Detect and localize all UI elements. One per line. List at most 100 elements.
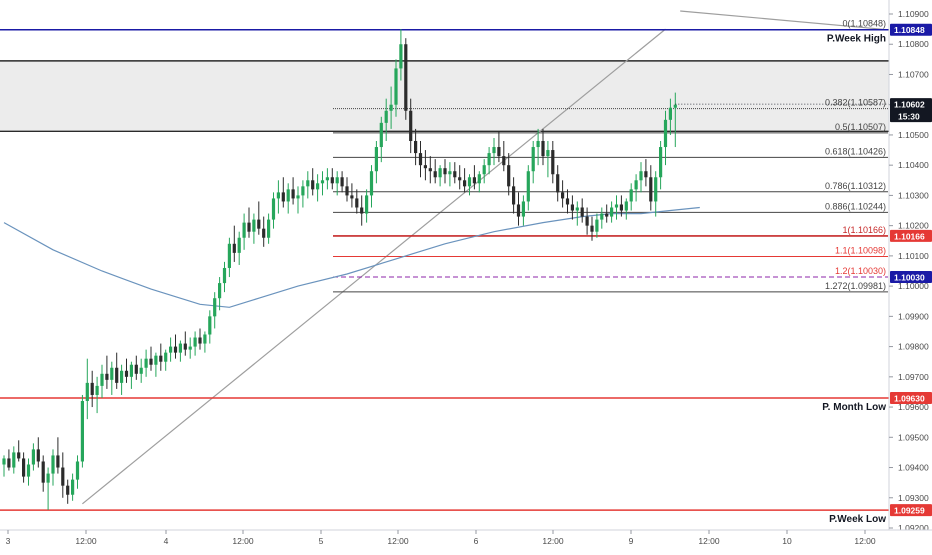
candle[interactable] (644, 159, 648, 187)
candle[interactable] (507, 153, 511, 196)
candle[interactable] (404, 38, 408, 120)
candle[interactable] (654, 171, 658, 217)
candle[interactable] (262, 216, 266, 247)
candle[interactable] (232, 225, 236, 262)
trendline[interactable] (82, 28, 666, 505)
candle[interactable] (100, 364, 104, 398)
candle[interactable] (90, 370, 94, 408)
candle[interactable] (218, 277, 222, 311)
candle[interactable] (110, 361, 114, 395)
candle[interactable] (61, 452, 65, 498)
candle[interactable] (301, 180, 305, 208)
candle[interactable] (188, 337, 192, 359)
candle[interactable] (227, 237, 231, 278)
candle[interactable] (350, 183, 354, 208)
candle[interactable] (629, 183, 633, 211)
candle[interactable] (595, 213, 599, 238)
candle[interactable] (12, 446, 16, 474)
candle[interactable] (399, 29, 403, 81)
candle[interactable] (605, 204, 609, 223)
candle[interactable] (614, 195, 619, 220)
candle[interactable] (467, 174, 472, 196)
candle[interactable] (482, 159, 486, 184)
candle[interactable] (600, 207, 604, 229)
candle[interactable] (580, 198, 584, 223)
candle[interactable] (46, 467, 50, 510)
candle[interactable] (36, 437, 40, 468)
candle[interactable] (286, 183, 290, 214)
candle[interactable] (340, 171, 344, 193)
candle[interactable] (565, 189, 570, 214)
candle[interactable] (320, 171, 325, 196)
candle[interactable] (443, 159, 447, 184)
candle[interactable] (80, 394, 84, 468)
candle[interactable] (585, 207, 589, 235)
candle[interactable] (169, 337, 173, 362)
candle[interactable] (120, 364, 124, 395)
candle[interactable] (590, 216, 594, 241)
candle[interactable] (575, 201, 579, 226)
candle[interactable] (516, 192, 521, 226)
candle[interactable] (570, 195, 574, 220)
candle[interactable] (561, 180, 565, 208)
candle[interactable] (448, 162, 452, 187)
candle[interactable] (105, 355, 109, 389)
candle[interactable] (124, 358, 129, 383)
candle[interactable] (477, 171, 481, 193)
candle[interactable] (502, 140, 506, 172)
candle[interactable] (213, 292, 217, 329)
candle[interactable] (149, 346, 153, 371)
candle[interactable] (433, 159, 437, 184)
candle[interactable] (281, 177, 285, 208)
candle[interactable] (497, 131, 501, 163)
candle[interactable] (624, 198, 628, 220)
candle[interactable] (659, 140, 663, 190)
candle[interactable] (663, 110, 668, 166)
candle[interactable] (325, 168, 329, 190)
candle[interactable] (2, 455, 6, 477)
candle[interactable] (374, 140, 378, 184)
candle[interactable] (330, 168, 334, 190)
candle[interactable] (66, 479, 70, 504)
candle[interactable] (183, 331, 187, 356)
candle[interactable] (546, 140, 550, 178)
candle[interactable] (208, 310, 212, 344)
candle[interactable] (536, 128, 540, 166)
candle[interactable] (335, 171, 339, 196)
candle[interactable] (492, 137, 496, 166)
candle[interactable] (521, 195, 525, 226)
candle[interactable] (379, 116, 383, 163)
candle[interactable] (316, 174, 320, 202)
candle[interactable] (257, 201, 261, 235)
candle[interactable] (26, 458, 31, 486)
candle[interactable] (634, 174, 638, 202)
candle[interactable] (178, 340, 182, 362)
candle[interactable] (173, 334, 178, 359)
candle[interactable] (237, 231, 241, 265)
candle[interactable] (355, 189, 359, 214)
candle[interactable] (159, 343, 163, 371)
candle[interactable] (193, 331, 197, 356)
candle[interactable] (487, 147, 491, 175)
candle[interactable] (360, 195, 364, 226)
candle[interactable] (541, 128, 545, 166)
candle[interactable] (291, 177, 295, 205)
candle[interactable] (306, 171, 310, 199)
candle[interactable] (311, 168, 315, 196)
candle[interactable] (438, 165, 442, 187)
candle[interactable] (222, 261, 227, 293)
candle[interactable] (22, 452, 26, 483)
candle[interactable] (463, 168, 467, 193)
candle[interactable] (423, 150, 427, 181)
candle[interactable] (673, 92, 677, 148)
candle[interactable] (389, 86, 393, 129)
candle[interactable] (409, 98, 413, 154)
candle[interactable] (458, 165, 462, 190)
candle[interactable] (610, 201, 614, 223)
candle[interactable] (649, 165, 653, 211)
candle[interactable] (17, 440, 21, 462)
candle[interactable] (7, 449, 11, 471)
candle[interactable] (75, 455, 80, 489)
